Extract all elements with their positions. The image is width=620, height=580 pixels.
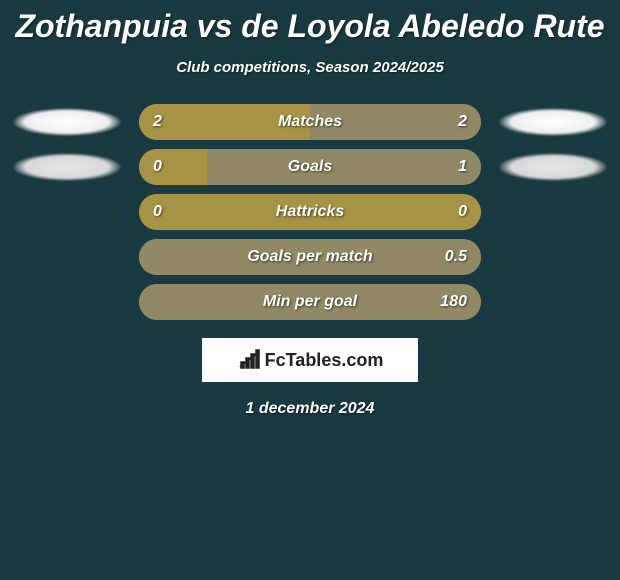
stat-label: Hattricks [276, 203, 344, 221]
stat-row: 180 Min per goal [0, 284, 620, 320]
value-right: 180 [440, 293, 467, 311]
stat-bar: 0.5 Goals per match [139, 239, 481, 275]
fctables-logo[interactable]: FcTables.com [202, 338, 418, 382]
stat-row: 0 0 Hattricks [0, 194, 620, 230]
value-right: 2 [458, 113, 467, 131]
stat-label: Matches [278, 113, 342, 131]
player-marker-right [499, 153, 607, 181]
stat-bar: 0 1 Goals [139, 149, 481, 185]
stat-label: Min per goal [263, 293, 357, 311]
fill-left [139, 149, 207, 185]
stat-label: Goals per match [247, 248, 372, 266]
stat-bar: 180 Min per goal [139, 284, 481, 320]
value-left: 0 [153, 203, 162, 221]
value-left: 0 [153, 158, 162, 176]
value-left: 2 [153, 113, 162, 131]
stat-row: 0 1 Goals [0, 149, 620, 185]
value-right: 1 [458, 158, 467, 176]
fill-right [207, 149, 481, 185]
subtitle: Club competitions, Season 2024/2025 [0, 59, 620, 76]
stats-container: 2 2 Matches 0 1 Goals 0 0 Hattricks 0.5 Goals per … [0, 104, 620, 320]
stat-label: Goals [288, 158, 332, 176]
bar-chart-icon [237, 348, 263, 372]
page-title: Zothanpuia vs de Loyola Abeledo Rute [0, 0, 620, 45]
player-marker-left [13, 108, 121, 136]
stat-row: 0.5 Goals per match [0, 239, 620, 275]
stat-row: 2 2 Matches [0, 104, 620, 140]
stat-bar: 0 0 Hattricks [139, 194, 481, 230]
stat-bar: 2 2 Matches [139, 104, 481, 140]
value-right: 0.5 [445, 248, 467, 266]
value-right: 0 [458, 203, 467, 221]
player-marker-left [13, 153, 121, 181]
logo-text: FcTables.com [265, 350, 384, 371]
date-text: 1 december 2024 [0, 400, 620, 418]
player-marker-right [499, 108, 607, 136]
